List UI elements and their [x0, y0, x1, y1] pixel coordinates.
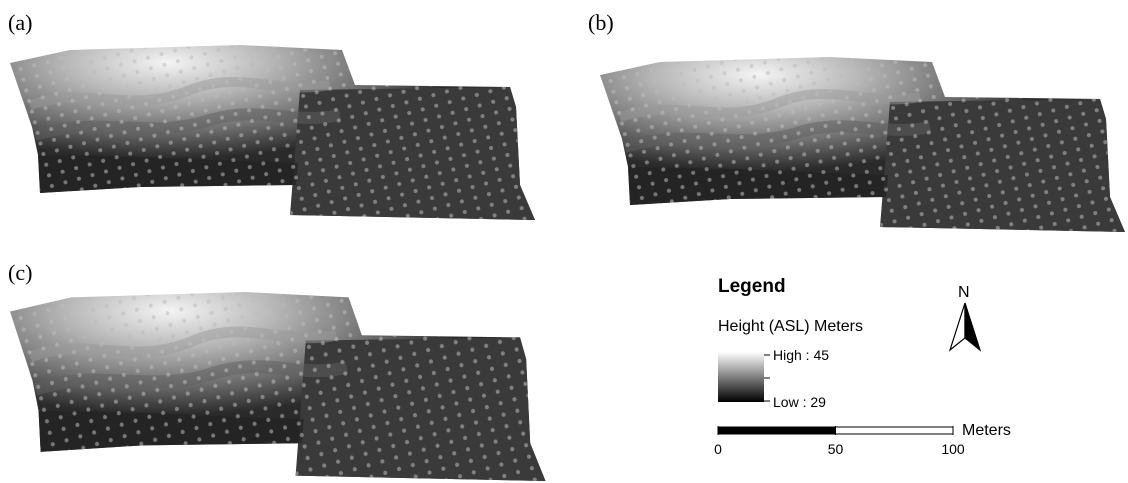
- scale-unit: Meters: [962, 422, 1011, 439]
- figure: (a) (b) (c) Legend Height (ASL) Meters H…: [0, 0, 1128, 483]
- legend-title: Legend: [718, 276, 786, 297]
- north-arrow: [965, 303, 980, 350]
- scale-bar: 0 50 100: [714, 426, 965, 457]
- legend-subtitle: Height (ASL) Meters: [718, 318, 863, 335]
- scale-segment: [718, 427, 836, 434]
- north-arrow: [950, 303, 965, 350]
- panel-label: (a): [8, 10, 32, 35]
- elevation-map: [600, 57, 1125, 232]
- scale-tick-label: 0: [714, 441, 722, 457]
- scale-segment: [836, 427, 954, 434]
- panel-label: (c): [8, 260, 32, 285]
- legend-high: High : 45: [773, 347, 829, 363]
- north-label: N: [958, 284, 970, 301]
- scale-tick-label: 100: [941, 441, 965, 457]
- scale-tick-label: 50: [828, 441, 844, 457]
- panel-label: (b): [588, 10, 614, 35]
- elevation-map: [10, 45, 535, 220]
- elevation-map: [10, 292, 546, 481]
- color-ramp: [718, 352, 764, 402]
- legend-low: Low : 29: [773, 394, 826, 410]
